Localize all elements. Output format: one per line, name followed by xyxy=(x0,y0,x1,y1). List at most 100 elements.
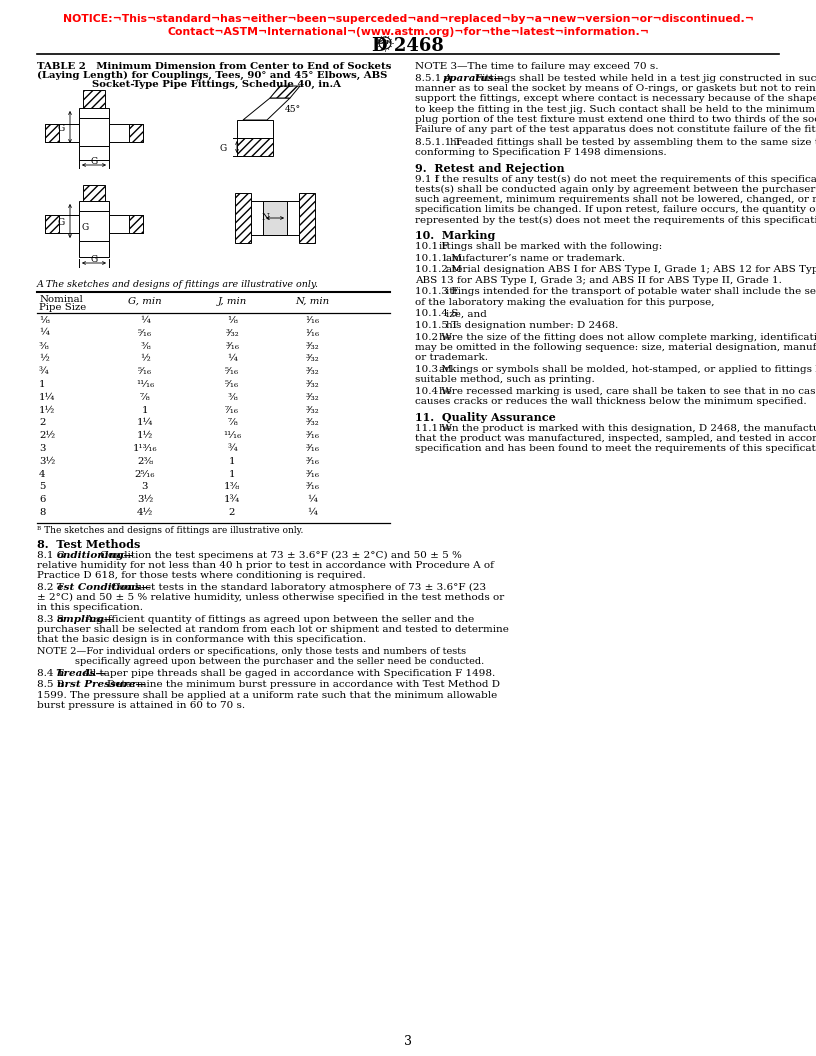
Text: 5: 5 xyxy=(39,483,46,491)
Text: ⁵⁄₁₆: ⁵⁄₁₆ xyxy=(138,328,152,338)
Bar xyxy=(79,211,109,241)
Text: 8.3 S: 8.3 S xyxy=(37,615,64,624)
Text: ¼: ¼ xyxy=(307,495,317,504)
Text: ABS 13 for ABS Type I, Grade 3; and ABS II for ABS Type II, Grade 1.: ABS 13 for ABS Type I, Grade 3; and ABS … xyxy=(415,276,782,285)
Text: specifically agreed upon between the purchaser and the seller need be conducted.: specifically agreed upon between the pur… xyxy=(75,657,484,666)
Text: purchaser shall be selected at random from each lot or shipment and tested to de: purchaser shall be selected at random fr… xyxy=(37,625,509,635)
Text: here the size of the fitting does not allow complete marking, identification mar: here the size of the fitting does not al… xyxy=(439,333,816,342)
Text: 2½: 2½ xyxy=(39,431,55,440)
Text: ¾: ¾ xyxy=(227,444,237,453)
Text: ³⁄₃₂: ³⁄₃₂ xyxy=(305,355,319,363)
Text: ³⁄₃₂: ³⁄₃₂ xyxy=(305,393,319,401)
Text: 10.1.5 T: 10.1.5 T xyxy=(415,321,459,329)
Bar xyxy=(237,138,273,156)
Text: N: N xyxy=(261,213,269,222)
Text: tests(s) shall be conducted again only by agreement between the purchaser and se: tests(s) shall be conducted again only b… xyxy=(415,185,816,194)
Text: in this specification.: in this specification. xyxy=(37,603,143,612)
Text: 10.1 F: 10.1 F xyxy=(415,242,449,251)
Text: anufacturer’s name or trademark.: anufacturer’s name or trademark. xyxy=(446,253,626,263)
Text: ⁷⁄₁₆: ⁷⁄₁₆ xyxy=(225,406,239,415)
Text: Nominal: Nominal xyxy=(39,295,82,304)
Bar xyxy=(299,193,315,243)
Text: G: G xyxy=(57,124,64,133)
Bar xyxy=(45,124,79,142)
Text: ¹⁄₁₆: ¹⁄₁₆ xyxy=(305,328,319,338)
Text: 3: 3 xyxy=(142,483,149,491)
Text: 8.  Test Methods: 8. Test Methods xyxy=(37,539,140,550)
Text: 3½: 3½ xyxy=(39,457,55,466)
Text: 8.1 C: 8.1 C xyxy=(37,551,64,560)
Text: Contact¬ASTM¬International¬(www.astm.org)¬for¬the¬latest¬information.¬: Contact¬ASTM¬International¬(www.astm.org… xyxy=(167,27,649,37)
Text: suitable method, such as printing.: suitable method, such as printing. xyxy=(415,375,595,384)
Text: ³⁄₁₆: ³⁄₁₆ xyxy=(305,470,319,478)
Text: 45°: 45° xyxy=(285,105,301,114)
Text: ASTM: ASTM xyxy=(377,40,392,45)
Text: G: G xyxy=(91,157,98,166)
Text: plug portion of the test fixture must extend one third to two thirds of the sock: plug portion of the test fixture must ex… xyxy=(415,115,816,124)
Text: 1: 1 xyxy=(142,406,149,415)
Bar xyxy=(109,124,143,142)
Bar xyxy=(251,201,299,235)
Text: ¼: ¼ xyxy=(307,508,317,517)
Text: NOTICE:¬This¬standard¬has¬either¬been¬superceded¬and¬replaced¬by¬a¬new¬version¬o: NOTICE:¬This¬standard¬has¬either¬been¬su… xyxy=(63,14,753,24)
Text: 8.5 B: 8.5 B xyxy=(37,680,64,690)
Bar xyxy=(83,185,105,201)
Text: ⁵⁄₁₆: ⁵⁄₁₆ xyxy=(225,380,239,389)
Text: Socket-Type Pipe Fittings, Schedule 40, in.A: Socket-Type Pipe Fittings, Schedule 40, … xyxy=(91,80,340,89)
Bar xyxy=(45,124,59,142)
Text: 1½: 1½ xyxy=(39,406,55,415)
Text: represented by the test(s) does not meet the requirements of this specification.: represented by the test(s) does not meet… xyxy=(415,215,816,225)
Text: 10.1.4 S: 10.1.4 S xyxy=(415,309,459,318)
Text: such agreement, minimum requirements shall not be lowered, changed, or modified,: such agreement, minimum requirements sha… xyxy=(415,195,816,204)
Bar xyxy=(129,124,143,142)
Text: D 2468: D 2468 xyxy=(372,37,444,55)
Text: ³⁄₁₆: ³⁄₁₆ xyxy=(305,444,319,453)
Text: 10.1.2 M: 10.1.2 M xyxy=(415,265,462,275)
Text: hreads—: hreads— xyxy=(56,668,107,678)
Text: 3: 3 xyxy=(39,444,46,453)
Text: ³⁄₃₂: ³⁄₃₂ xyxy=(305,418,319,428)
Text: 3: 3 xyxy=(404,1035,412,1048)
Text: 2: 2 xyxy=(39,418,46,428)
Text: ize, and: ize, and xyxy=(446,309,487,318)
Text: ³⁄₃₂: ³⁄₃₂ xyxy=(305,380,319,389)
Bar xyxy=(45,215,79,233)
Text: ³⁄₃₂: ³⁄₃₂ xyxy=(225,328,239,338)
Text: ³⁄₃₂: ³⁄₃₂ xyxy=(305,367,319,376)
Text: J, min: J, min xyxy=(217,297,246,306)
Text: ¾: ¾ xyxy=(39,367,49,376)
Text: Practice D 618, for those tests where conditioning is required.: Practice D 618, for those tests where co… xyxy=(37,571,366,580)
Text: ⅞: ⅞ xyxy=(140,393,150,401)
Bar xyxy=(79,241,109,257)
Text: arkings or symbols shall be molded, hot-stamped, or applied to fittings by any o: arkings or symbols shall be molded, hot-… xyxy=(439,364,816,374)
Text: G: G xyxy=(220,144,227,153)
Text: 8.2 T: 8.2 T xyxy=(37,583,64,592)
Text: ¹¹⁄₁₆: ¹¹⁄₁₆ xyxy=(136,380,154,389)
Bar xyxy=(79,146,109,161)
Text: ⅛: ⅛ xyxy=(227,316,237,325)
Bar xyxy=(45,215,59,233)
Polygon shape xyxy=(243,98,290,120)
Text: TABLE 2   Minimum Dimension from Center to End of Sockets: TABLE 2 Minimum Dimension from Center to… xyxy=(37,62,392,71)
Text: ¹⁄₁₆: ¹⁄₁₆ xyxy=(305,316,319,325)
Text: 1⅜: 1⅜ xyxy=(224,483,240,491)
Text: f the results of any test(s) do not meet the requirements of this specification,: f the results of any test(s) do not meet… xyxy=(435,174,816,184)
Text: here recessed marking is used, care shall be taken to see that in no case markin: here recessed marking is used, care shal… xyxy=(439,386,816,396)
Text: or trademark.: or trademark. xyxy=(415,353,488,362)
Text: ³⁄₁₆: ³⁄₁₆ xyxy=(225,341,239,351)
Text: 1599. The pressure shall be applied at a uniform rate such that the minimum allo: 1599. The pressure shall be applied at a… xyxy=(37,691,497,700)
Text: ½: ½ xyxy=(39,355,49,363)
Text: G: G xyxy=(91,254,98,264)
Text: to keep the fitting in the test jig. Such contact shall be held to the minimum. : to keep the fitting in the test jig. Suc… xyxy=(415,105,816,114)
Text: ± 2°C) and 50 ± 5 % relative humidity, unless otherwise specified in the test me: ± 2°C) and 50 ± 5 % relative humidity, u… xyxy=(37,593,504,602)
Text: N, min: N, min xyxy=(295,297,329,306)
Text: may be omitted in the following sequence: size, material designation, manufactur: may be omitted in the following sequence… xyxy=(415,343,816,352)
Text: ittings shall be marked with the following:: ittings shall be marked with the followi… xyxy=(439,242,662,251)
Text: (Laying Length) for Couplings, Tees, 90° and 45° Elbows, ABS: (Laying Length) for Couplings, Tees, 90°… xyxy=(37,71,388,80)
Text: 4½: 4½ xyxy=(137,508,153,517)
Text: 2⁵⁄₁₆: 2⁵⁄₁₆ xyxy=(135,470,155,478)
Text: urst Pressure—: urst Pressure— xyxy=(56,680,145,690)
Text: conforming to Specification F 1498 dimensions.: conforming to Specification F 1498 dimen… xyxy=(415,148,667,157)
Text: 3½: 3½ xyxy=(137,495,153,504)
Text: ⅜: ⅜ xyxy=(227,393,237,401)
